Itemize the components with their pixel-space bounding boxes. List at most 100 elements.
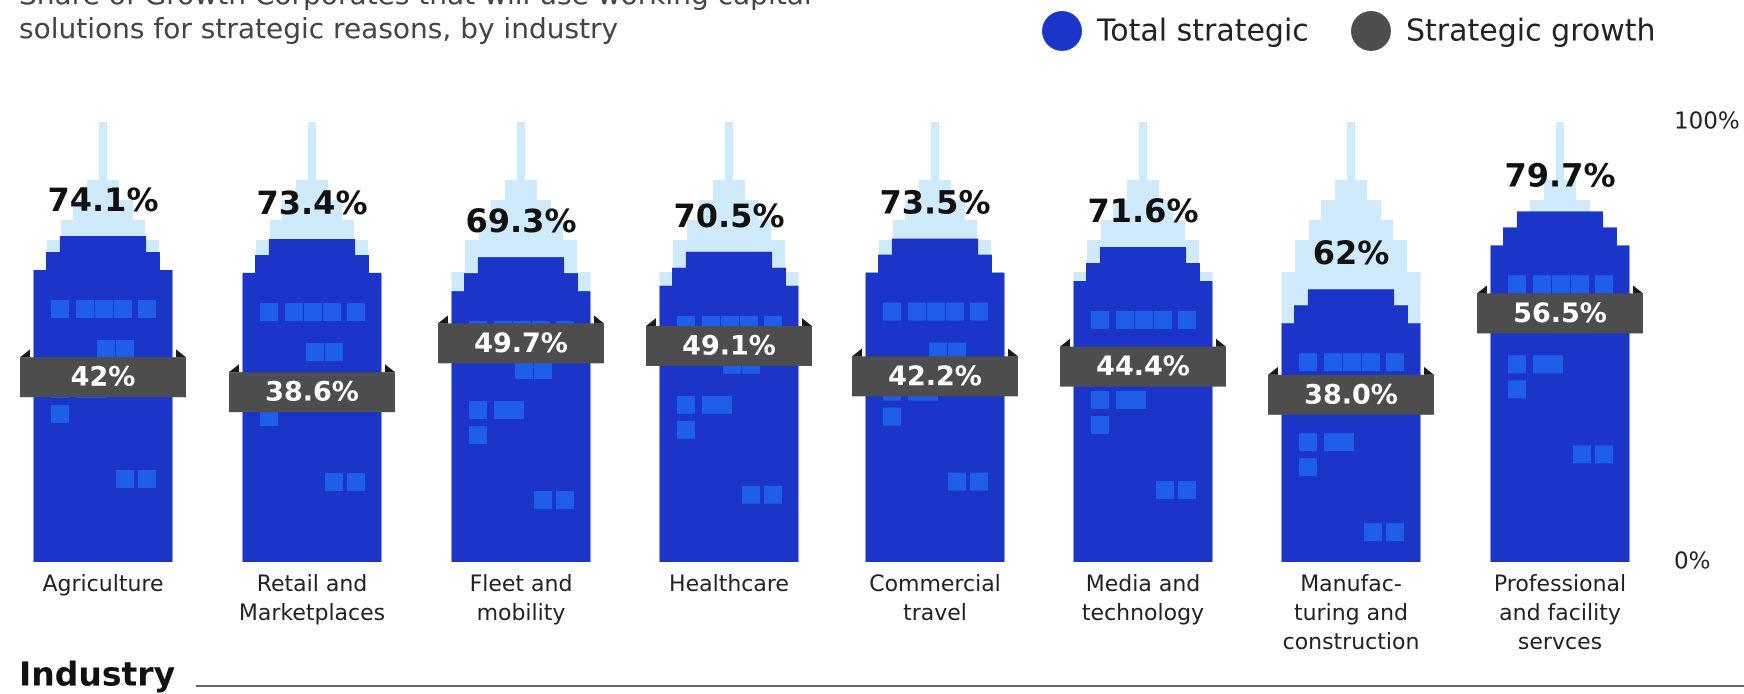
growth-band bbox=[646, 325, 812, 366]
window bbox=[556, 491, 574, 510]
window bbox=[970, 302, 988, 321]
window bbox=[306, 343, 324, 362]
window bbox=[948, 472, 966, 491]
window bbox=[1116, 390, 1146, 409]
band-fold bbox=[438, 315, 448, 324]
window bbox=[883, 407, 901, 426]
window bbox=[114, 299, 132, 318]
window bbox=[948, 342, 966, 361]
window bbox=[1508, 355, 1526, 374]
window bbox=[1156, 480, 1174, 499]
building bbox=[33, 235, 173, 562]
window bbox=[1324, 353, 1342, 372]
window bbox=[347, 473, 365, 492]
window bbox=[260, 303, 278, 322]
window bbox=[677, 395, 695, 414]
spire bbox=[931, 122, 939, 192]
window bbox=[1135, 310, 1153, 329]
window bbox=[323, 303, 341, 322]
value-label: 38.6% bbox=[265, 377, 359, 408]
value-label: 62% bbox=[1313, 234, 1390, 272]
window bbox=[1508, 275, 1526, 294]
band-fold bbox=[1424, 366, 1434, 375]
window bbox=[883, 302, 901, 321]
window bbox=[1362, 353, 1380, 372]
window bbox=[1299, 458, 1317, 477]
window bbox=[1116, 310, 1134, 329]
window bbox=[304, 303, 322, 322]
window bbox=[1552, 275, 1570, 294]
value-label: 71.6% bbox=[1087, 192, 1198, 230]
window bbox=[325, 343, 343, 362]
spire bbox=[308, 122, 316, 192]
value-label: 79.7% bbox=[1504, 156, 1615, 194]
window bbox=[325, 473, 343, 492]
window bbox=[1324, 433, 1354, 452]
window bbox=[927, 302, 945, 321]
window bbox=[1299, 433, 1317, 452]
window bbox=[970, 472, 988, 491]
window bbox=[908, 302, 926, 321]
window bbox=[1178, 480, 1196, 499]
window bbox=[1091, 415, 1109, 434]
window bbox=[1595, 445, 1613, 464]
growth-band bbox=[438, 323, 604, 364]
band-fold bbox=[1268, 366, 1278, 375]
value-label: 70.5% bbox=[673, 197, 784, 235]
band-fold bbox=[20, 349, 30, 358]
window bbox=[95, 299, 113, 318]
window bbox=[1508, 380, 1526, 399]
window bbox=[116, 339, 134, 358]
window bbox=[1386, 353, 1404, 372]
spire bbox=[99, 122, 107, 192]
y-tick-label: 100% bbox=[1674, 109, 1740, 135]
band-fold bbox=[594, 315, 604, 324]
band-fold bbox=[802, 317, 812, 326]
building bbox=[1281, 289, 1421, 562]
window bbox=[285, 303, 303, 322]
value-label: 69.3% bbox=[465, 202, 576, 240]
window bbox=[469, 426, 487, 445]
band-fold bbox=[385, 364, 395, 373]
window bbox=[469, 401, 487, 420]
window bbox=[1091, 310, 1109, 329]
window bbox=[764, 485, 782, 504]
window bbox=[1299, 353, 1317, 372]
legend-label: Strategic growth bbox=[1406, 14, 1656, 49]
spire bbox=[1556, 122, 1564, 192]
window bbox=[702, 395, 732, 414]
legend-swatch bbox=[1351, 11, 1391, 51]
x-tick-label: Agriculture bbox=[42, 572, 164, 597]
value-label: 49.1% bbox=[682, 330, 776, 361]
band-fold bbox=[1060, 338, 1070, 347]
window bbox=[76, 299, 94, 318]
window bbox=[1178, 310, 1196, 329]
growth-band bbox=[1060, 346, 1226, 387]
spire bbox=[1347, 122, 1355, 192]
spire bbox=[725, 122, 733, 192]
band-fold bbox=[176, 349, 186, 358]
window bbox=[347, 303, 365, 322]
value-label: 42.2% bbox=[888, 361, 982, 392]
value-label: 38.0% bbox=[1304, 379, 1398, 410]
x-tick-label: Healthcare bbox=[669, 572, 789, 597]
window bbox=[1091, 390, 1109, 409]
window bbox=[260, 408, 278, 427]
value-label: 44.4% bbox=[1096, 351, 1190, 382]
growth-band bbox=[1477, 293, 1643, 334]
window bbox=[515, 361, 533, 380]
window bbox=[534, 361, 552, 380]
window bbox=[1571, 275, 1589, 294]
x-tick-label: Fleet and mobility bbox=[469, 572, 573, 626]
band-fold bbox=[1008, 348, 1018, 357]
legend-swatch bbox=[1042, 11, 1082, 51]
band-fold bbox=[229, 364, 239, 373]
band-fold bbox=[646, 317, 656, 326]
value-label: 73.5% bbox=[879, 184, 990, 222]
window bbox=[51, 404, 69, 423]
band-fold bbox=[1216, 338, 1226, 347]
legend-label: Total strategic bbox=[1096, 14, 1309, 49]
window bbox=[534, 491, 552, 510]
x-tick-label: Professional and facility servces bbox=[1493, 572, 1627, 655]
